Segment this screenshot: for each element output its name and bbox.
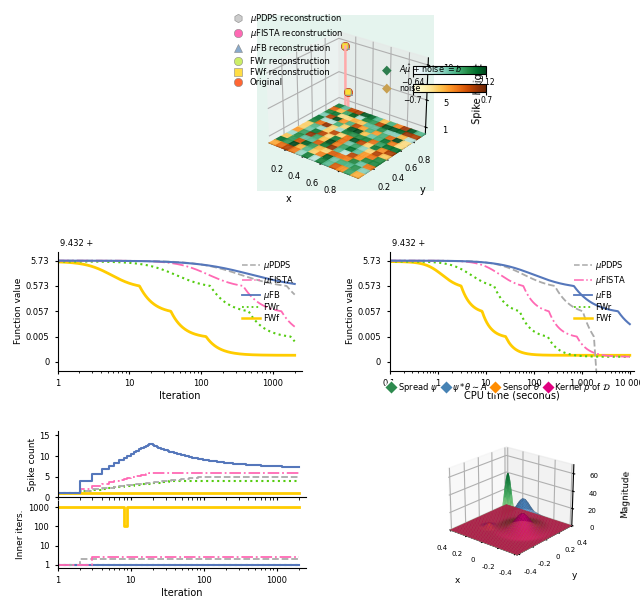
X-axis label: x: x xyxy=(454,576,460,585)
Legend: $\mu$PDPS, $\mu$FISTA, $\mu$FB, FWr, FWf: $\mu$PDPS, $\mu$FISTA, $\mu$FB, FWr, FWf xyxy=(238,256,298,326)
Text: 9.432 +: 9.432 + xyxy=(60,239,93,248)
Y-axis label: Function value: Function value xyxy=(13,278,22,344)
X-axis label: Iteration: Iteration xyxy=(161,588,202,598)
Text: ◆: ◆ xyxy=(382,82,392,95)
Y-axis label: Inner iters.: Inner iters. xyxy=(17,510,26,559)
X-axis label: CPU time (seconds): CPU time (seconds) xyxy=(464,391,559,401)
Y-axis label: y: y xyxy=(572,571,577,580)
Legend: $\mu$PDPS, $\mu$FISTA, $\mu$FB, FWr, FWf: $\mu$PDPS, $\mu$FISTA, $\mu$FB, FWr, FWf xyxy=(570,256,629,326)
Text: $A\hat{\mu}$ + noise $= b$: $A\hat{\mu}$ + noise $= b$ xyxy=(399,63,463,77)
X-axis label: Iteration: Iteration xyxy=(159,391,200,401)
Text: 9.432 +: 9.432 + xyxy=(392,239,425,248)
Y-axis label: y: y xyxy=(420,185,426,195)
Y-axis label: Function value: Function value xyxy=(346,278,355,344)
Text: ◆: ◆ xyxy=(382,63,392,77)
Y-axis label: Spike count: Spike count xyxy=(28,438,36,491)
X-axis label: x: x xyxy=(286,194,292,204)
Text: noise: noise xyxy=(399,84,420,92)
Legend: Spread $\psi$, $\psi * \theta \sim A$, Sensor $\theta$, Kernel $\rho$ of $\mathc: Spread $\psi$, $\psi * \theta \sim A$, S… xyxy=(384,378,614,397)
Legend: $\mu$PDPS reconstruction, $\mu$FISTA reconstruction, $\mu$FB reconstruction, FWr: $\mu$PDPS reconstruction, $\mu$FISTA rec… xyxy=(230,12,344,88)
